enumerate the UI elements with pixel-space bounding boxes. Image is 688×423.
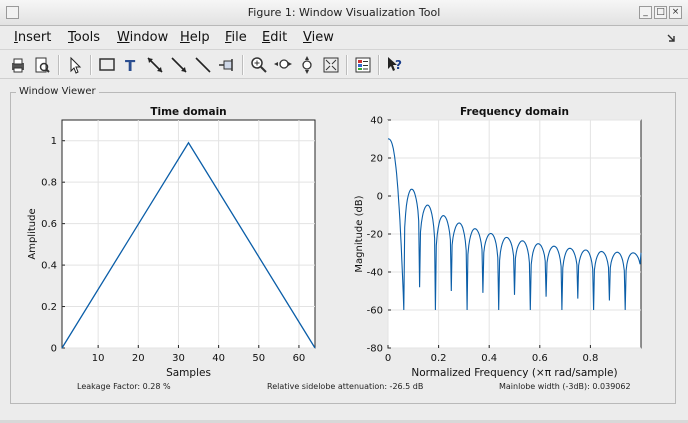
svg-text:?: ? — [395, 58, 402, 72]
y-tick-label: 40 — [370, 116, 383, 127]
dock-arrow-icon[interactable] — [666, 33, 676, 43]
frequency-domain-title: Frequency domain — [460, 106, 569, 118]
menu-bar: Insert Tools Window Help File Edit View — [0, 26, 688, 48]
arrow-icon[interactable] — [168, 54, 190, 76]
y-tick-label: 0.6 — [41, 219, 57, 230]
panel-title: Window Viewer — [16, 86, 99, 97]
time-domain-axes — [61, 119, 316, 349]
time-domain-title: Time domain — [150, 106, 226, 118]
pin-icon[interactable] — [216, 54, 238, 76]
y-tick-label: -40 — [367, 268, 383, 279]
y-tick-label: -60 — [367, 306, 383, 317]
y-tick-label: 0.4 — [41, 261, 57, 272]
mainlobe-width-text: Mainlobe width (-3dB): 0.039062 — [499, 382, 631, 391]
print-icon[interactable] — [7, 54, 29, 76]
legend-icon[interactable] — [352, 54, 374, 76]
x-tick-label: 0.6 — [532, 353, 548, 364]
toolbar: T ? — [0, 49, 688, 79]
bottom-edge — [0, 420, 688, 423]
x-tick-label: 0.2 — [431, 353, 447, 364]
zoom-y-icon[interactable] — [296, 54, 318, 76]
minimize-button[interactable]: _ — [639, 6, 652, 19]
maximize-button[interactable]: □ — [654, 6, 667, 19]
x-tick-label: 20 — [132, 353, 145, 364]
whats-this-icon[interactable]: ? — [384, 54, 406, 76]
menu-insert[interactable]: Insert — [14, 30, 52, 45]
frequency-domain-ylabel: Magnitude (dB) — [354, 195, 365, 272]
x-tick-label: 0.8 — [582, 353, 598, 364]
leakage-factor-text: Leakage Factor: 0.28 % — [77, 382, 171, 391]
y-tick-label: -80 — [367, 344, 383, 355]
time-domain-plot[interactable]: 10 20 30 40 50 60 0 0.2 0.4 0.6 0.8 1 Time domain S… — [27, 106, 316, 379]
menu-help[interactable]: Help — [180, 30, 210, 45]
time-domain-ylabel: Amplitude — [27, 208, 38, 259]
line-icon[interactable] — [192, 54, 214, 76]
frequency-domain-series — [387, 138, 642, 311]
y-tick-label: 0.2 — [41, 302, 57, 313]
frequency-domain-xlabel: Normalized Frequency (×π rad/sample) — [411, 367, 617, 379]
menu-window[interactable]: Window — [117, 30, 169, 45]
menu-edit[interactable]: Edit — [262, 30, 288, 45]
y-tick-label: 0 — [51, 344, 57, 355]
y-tick-label: 20 — [370, 154, 383, 165]
frequency-domain-plot[interactable]: 0 0.2 0.4 0.6 0.8 -80 -60 -40 -20 0 20 40 Frequency… — [354, 106, 642, 379]
zoom-x-icon[interactable] — [272, 54, 294, 76]
time-domain-xlabel: Samples — [166, 367, 211, 379]
menu-tools[interactable]: Tools — [68, 30, 101, 45]
window-menu-button[interactable] — [6, 6, 19, 19]
y-tick-label: 0.8 — [41, 178, 57, 189]
menu-file[interactable]: File — [225, 30, 247, 45]
time-domain-series — [61, 141, 316, 349]
full-view-icon[interactable] — [320, 54, 342, 76]
select-arrow-icon[interactable] — [64, 54, 86, 76]
print-preview-icon[interactable] — [31, 54, 53, 76]
y-tick-label: -20 — [367, 230, 383, 241]
menu-view[interactable]: View — [303, 30, 334, 45]
x-tick-label: 60 — [293, 353, 306, 364]
sidelobe-attenuation-text: Relative sidelobe attenuation: -26.5 dB — [267, 382, 424, 391]
zoom-in-icon[interactable] — [248, 54, 270, 76]
x-tick-label: 10 — [92, 353, 105, 364]
x-tick-label: 40 — [212, 353, 225, 364]
title-bar: Figure 1: Window Visualization Tool _ □ … — [0, 0, 688, 26]
y-tick-label: 0 — [377, 192, 383, 203]
window-viewer-panel — [10, 92, 676, 404]
x-tick-label: 50 — [252, 353, 265, 364]
rectangle-icon[interactable] — [96, 54, 118, 76]
double-arrow-icon[interactable] — [144, 54, 166, 76]
close-button[interactable]: × — [669, 6, 682, 19]
x-tick-label: 0 — [385, 353, 391, 364]
svg-text:T: T — [125, 57, 136, 74]
x-tick-label: 30 — [172, 353, 185, 364]
x-tick-label: 0.4 — [481, 353, 497, 364]
text-icon[interactable]: T — [120, 54, 142, 76]
window-title: Figure 1: Window Visualization Tool — [247, 6, 441, 19]
y-tick-label: 1 — [51, 136, 57, 147]
